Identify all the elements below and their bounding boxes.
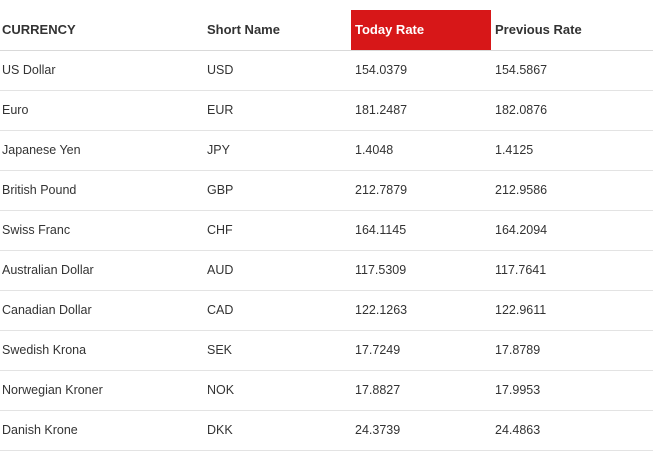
table-row: Euro EUR 181.2487 182.0876: [0, 90, 653, 131]
previous-rate-cell: 1.4125: [491, 130, 653, 171]
top-spacer: [0, 0, 653, 10]
previous-rate-cell: 182.0876: [491, 90, 653, 131]
table-row: Norwegian Kroner NOK 17.8827 17.9953: [0, 370, 653, 411]
header-today-rate: Today Rate: [351, 10, 491, 51]
today-rate-cell: 212.7879: [351, 170, 491, 211]
previous-rate-cell: 212.9586: [491, 170, 653, 211]
today-rate-cell: 17.8827: [351, 370, 491, 411]
short-name-cell: CHF: [205, 210, 351, 251]
short-name-cell: GBP: [205, 170, 351, 211]
table-row: Japanese Yen JPY 1.4048 1.4125: [0, 130, 653, 171]
short-name-cell: JPY: [205, 130, 351, 171]
previous-rate-cell: 117.7641: [491, 250, 653, 291]
currency-cell: Swiss Franc: [0, 210, 205, 251]
header-previous-rate: Previous Rate: [491, 10, 653, 51]
table-row: Danish Krone DKK 24.3739 24.4863: [0, 410, 653, 451]
today-rate-cell: 164.1145: [351, 210, 491, 251]
short-name-cell: NOK: [205, 370, 351, 411]
currency-cell: Canadian Dollar: [0, 290, 205, 331]
table-header-row: CURRENCY Short Name Today Rate Previous …: [0, 10, 653, 51]
header-currency: CURRENCY: [0, 10, 205, 51]
today-rate-cell: 117.5309: [351, 250, 491, 291]
today-rate-cell: 17.7249: [351, 330, 491, 371]
previous-rate-cell: 154.5867: [491, 50, 653, 91]
previous-rate-cell: 17.8789: [491, 330, 653, 371]
table-row: Swiss Franc CHF 164.1145 164.2094: [0, 210, 653, 251]
short-name-cell: USD: [205, 50, 351, 91]
previous-rate-cell: 24.4863: [491, 410, 653, 451]
short-name-cell: AUD: [205, 250, 351, 291]
previous-rate-cell: 164.2094: [491, 210, 653, 251]
table-row: Canadian Dollar CAD 122.1263 122.9611: [0, 290, 653, 331]
currency-cell: Danish Krone: [0, 410, 205, 451]
previous-rate-cell: 122.9611: [491, 290, 653, 331]
header-short-name: Short Name: [205, 10, 351, 51]
short-name-cell: SEK: [205, 330, 351, 371]
currency-cell: Australian Dollar: [0, 250, 205, 291]
previous-rate-cell: 17.9953: [491, 370, 653, 411]
today-rate-cell: 1.4048: [351, 130, 491, 171]
currency-cell: Swedish Krona: [0, 330, 205, 371]
exchange-rate-table: CURRENCY Short Name Today Rate Previous …: [0, 10, 653, 451]
currency-cell: Euro: [0, 90, 205, 131]
today-rate-cell: 24.3739: [351, 410, 491, 451]
table-row: Swedish Krona SEK 17.7249 17.8789: [0, 330, 653, 371]
short-name-cell: CAD: [205, 290, 351, 331]
currency-cell: US Dollar: [0, 50, 205, 91]
currency-cell: British Pound: [0, 170, 205, 211]
table-row: British Pound GBP 212.7879 212.9586: [0, 170, 653, 211]
currency-cell: Norwegian Kroner: [0, 370, 205, 411]
short-name-cell: DKK: [205, 410, 351, 451]
currency-cell: Japanese Yen: [0, 130, 205, 171]
short-name-cell: EUR: [205, 90, 351, 131]
today-rate-cell: 122.1263: [351, 290, 491, 331]
table-row: Australian Dollar AUD 117.5309 117.7641: [0, 250, 653, 291]
today-rate-cell: 181.2487: [351, 90, 491, 131]
table-row: US Dollar USD 154.0379 154.5867: [0, 50, 653, 91]
today-rate-cell: 154.0379: [351, 50, 491, 91]
